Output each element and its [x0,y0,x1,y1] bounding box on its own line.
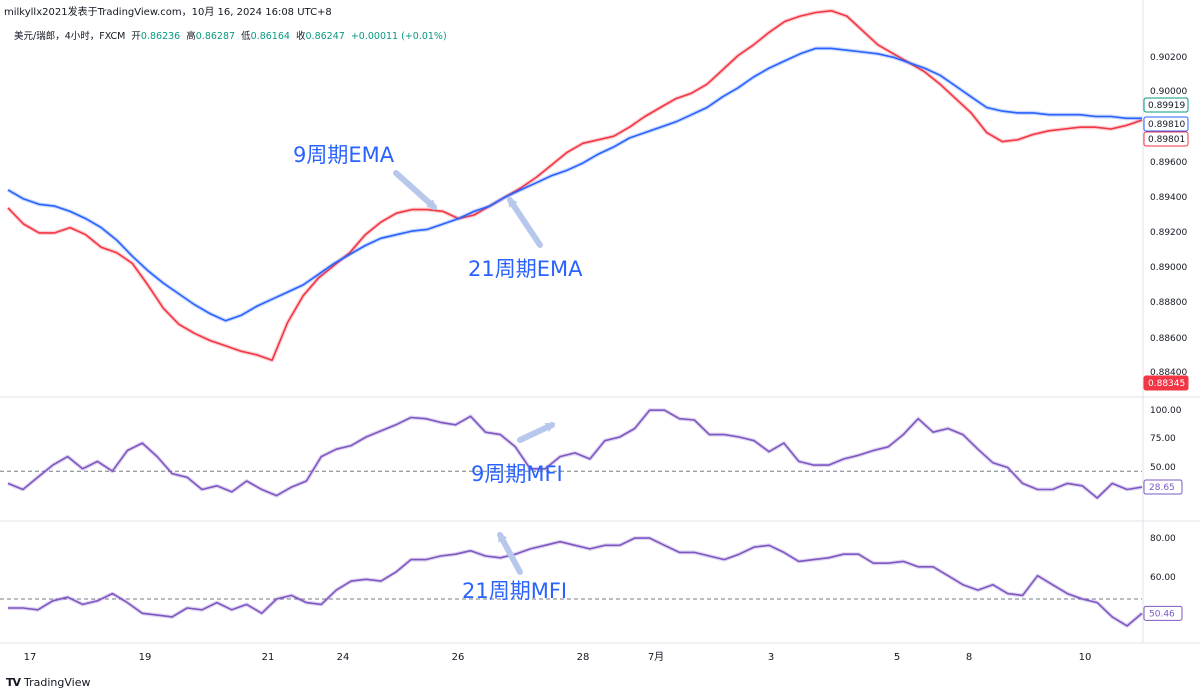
annotation-label: 9周期EMA [293,143,395,167]
ema9-line [7,10,1143,362]
annotation-label: 21周期MFI [462,579,567,603]
x-tick-label: 10 [1079,652,1092,663]
y-tick-label: 60.00 [1150,573,1176,583]
y-tick-label: 0.90000 [1150,87,1187,97]
x-tick-label: 26 [452,652,465,663]
last-value-badge [1143,479,1183,495]
y-tick-label: 80.00 [1150,534,1176,544]
y-tick-label: 0.89200 [1150,228,1187,238]
price-badge [1143,375,1189,391]
x-tick-label: 3 [768,652,774,663]
tradingview-logo-text: TradingView [24,676,91,689]
ema21-line [7,47,1142,322]
y-tick-label: 0.89000 [1150,263,1187,273]
x-tick-label: 7月 [648,651,664,663]
y-tick-label: 0.88400 [1150,368,1187,378]
price-badge [1143,116,1189,132]
x-tick-label: 5 [894,652,900,663]
x-tick-label: 17 [24,652,37,663]
series-glow [6,8,1143,363]
y-tick-label: 0.88800 [1150,298,1187,308]
annotation-arrow [517,422,556,443]
y-tick-label: 75.00 [1150,434,1176,444]
y-tick-label: 0.89400 [1150,193,1187,203]
high-value: 0.86287 [195,31,236,42]
publish-header: milkyllx2021发表于TradingView.com，10月 16, 2… [4,7,332,18]
price-badge-text: 0.89919 [1148,101,1185,111]
annotation-arrow [393,170,437,210]
series-glow [7,408,1143,500]
symbol-label: 美元/瑞郎，4小时，FXCM [14,31,126,42]
open-value: 0.86236 [140,31,181,42]
mfi9-line [7,409,1143,499]
x-tick-label: 24 [337,652,350,663]
last-value-text: 50.46 [1149,609,1175,619]
mfi21-line [8,537,1143,627]
y-tick-label: 50.00 [1150,463,1176,473]
last-value-text: 28.65 [1149,483,1175,493]
close-value: 0.86247 [305,31,345,42]
y-tick-label: 0.89600 [1150,158,1187,168]
y-tick-label: 0.90200 [1150,53,1187,63]
annotation-arrow [507,196,543,248]
price-badge [1143,97,1189,113]
annotation-arrow [497,531,523,575]
x-tick-label: 8 [966,652,972,663]
x-tick-label: 19 [139,652,152,663]
change-value: +0.00011 (+0.01%) [350,31,447,42]
price-badge-text: 0.89801 [1148,135,1185,145]
tradingview-logo-icon: TV [6,676,21,689]
annotation-label: 9周期MFI [471,462,563,486]
y-tick-label: 0.88600 [1150,334,1187,344]
last-value-badge [1143,605,1183,621]
tradingview-logo[interactable]: TV TradingView [6,676,91,689]
high-label: 高 [186,31,196,42]
low-value: 0.86164 [250,31,290,42]
annotation-label: 21周期EMA [468,257,583,281]
ohlc-legend: 美元/瑞郎，4小时，FXCM 开0.86236 高0.86287 低0.8616… [14,28,447,42]
x-tick-label: 28 [577,652,590,663]
low-label: 低 [241,31,251,42]
close-label: 收 [295,31,306,42]
price-badge-text: 0.88345 [1148,379,1185,389]
y-tick-label: 100.00 [1150,406,1182,416]
open-label: 开 [131,31,141,42]
x-tick-label: 21 [262,652,275,663]
price-badge-text: 0.89810 [1148,120,1185,130]
price-badge [1143,131,1189,147]
